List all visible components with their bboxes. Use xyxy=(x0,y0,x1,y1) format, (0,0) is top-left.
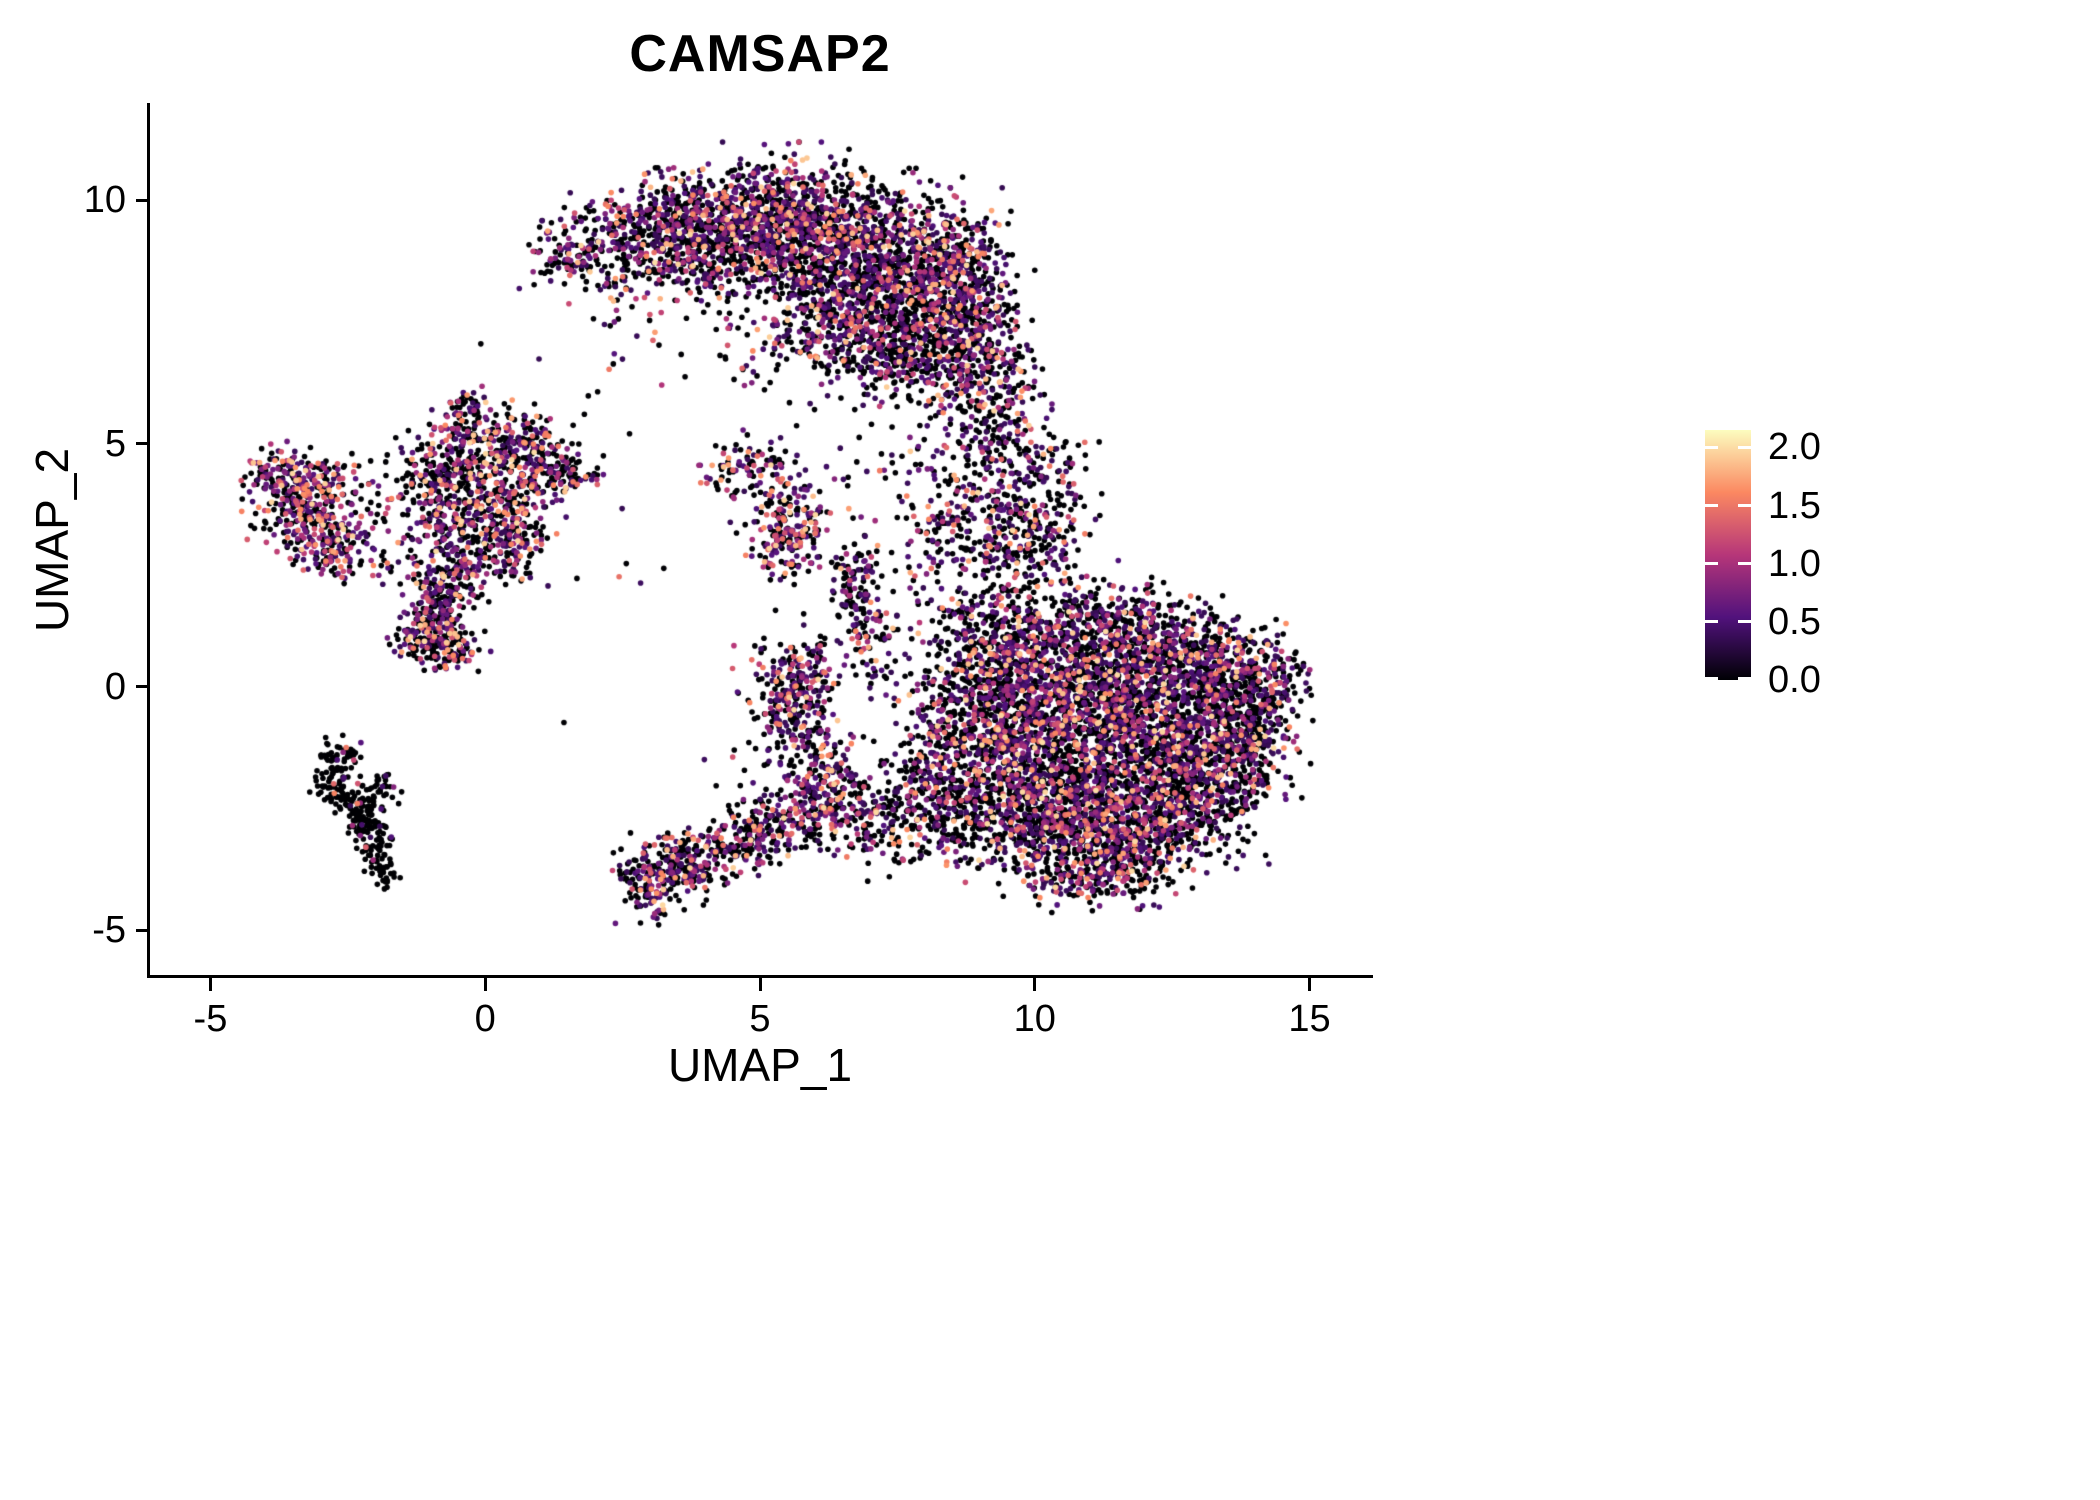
x-tick-label: 0 xyxy=(474,998,496,1040)
colorbar-tick-mark xyxy=(1738,620,1751,624)
y-tick-label: 10 xyxy=(83,179,126,222)
x-tick-label: 15 xyxy=(1288,998,1331,1040)
colorbar-tick-mark xyxy=(1705,677,1718,680)
colorbar-tick-mark xyxy=(1738,504,1751,508)
colorbar-tick-label: 1.5 xyxy=(1768,484,1821,527)
umap-scatter-canvas xyxy=(150,105,1370,975)
plot-panel xyxy=(150,105,1370,975)
x-tick-label: 10 xyxy=(1013,998,1056,1040)
colorbar-tick-label: 0.5 xyxy=(1768,600,1821,643)
y-tick-label: 5 xyxy=(104,422,126,465)
colorbar-tick-label: 0.0 xyxy=(1768,659,1821,701)
x-tick-mark xyxy=(208,978,212,991)
colorbar-tick-mark xyxy=(1705,445,1718,449)
y-axis-line xyxy=(147,103,150,978)
x-tick-label: 5 xyxy=(749,998,771,1040)
y-tick-mark xyxy=(136,928,149,932)
colorbar-tick-mark xyxy=(1705,562,1718,566)
y-tick-mark xyxy=(136,685,149,689)
x-tick-mark xyxy=(483,978,487,991)
colorbar-tick-label: 2.0 xyxy=(1768,426,1821,469)
x-axis-label: UMAP_1 xyxy=(667,1039,853,1091)
colorbar-tick-mark xyxy=(1705,504,1718,508)
plot-title: CAMSAP2 xyxy=(629,25,891,83)
x-tick-label: -5 xyxy=(193,998,228,1040)
y-axis-label: UMAP_2 xyxy=(26,447,78,633)
colorbar-tick-mark xyxy=(1738,677,1751,680)
x-tick-mark xyxy=(1308,978,1312,991)
y-tick-label: -5 xyxy=(92,909,126,952)
y-tick-mark xyxy=(136,442,149,446)
x-axis-line xyxy=(147,975,1373,978)
y-tick-label: 0 xyxy=(104,665,126,708)
colorbar-tick-mark xyxy=(1738,445,1751,449)
colorbar-tick-mark xyxy=(1738,562,1751,566)
colorbar-gradient xyxy=(1705,430,1751,680)
colorbar-tick-label: 1.0 xyxy=(1768,542,1821,585)
x-tick-mark xyxy=(758,978,762,991)
y-tick-mark xyxy=(136,198,149,202)
x-tick-mark xyxy=(1033,978,1037,991)
colorbar-tick-mark xyxy=(1705,620,1718,624)
